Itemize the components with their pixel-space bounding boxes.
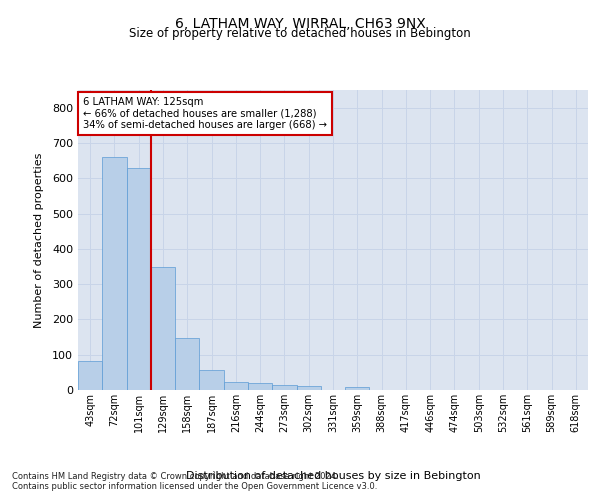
Bar bbox=[199, 370, 224, 390]
Y-axis label: Number of detached properties: Number of detached properties bbox=[34, 152, 44, 328]
Bar bbox=[175, 338, 199, 390]
Text: 6 LATHAM WAY: 125sqm
← 66% of detached houses are smaller (1,288)
34% of semi-de: 6 LATHAM WAY: 125sqm ← 66% of detached h… bbox=[83, 97, 327, 130]
Text: Size of property relative to detached houses in Bebington: Size of property relative to detached ho… bbox=[129, 28, 471, 40]
Text: Contains HM Land Registry data © Crown copyright and database right 2024.: Contains HM Land Registry data © Crown c… bbox=[12, 472, 338, 481]
Bar bbox=[78, 360, 102, 390]
Bar bbox=[272, 384, 296, 390]
Bar bbox=[102, 157, 127, 390]
Bar bbox=[345, 387, 370, 390]
Bar bbox=[248, 383, 272, 390]
Bar bbox=[296, 386, 321, 390]
Bar bbox=[127, 168, 151, 390]
Text: 6, LATHAM WAY, WIRRAL, CH63 9NX: 6, LATHAM WAY, WIRRAL, CH63 9NX bbox=[175, 18, 425, 32]
Text: Contains public sector information licensed under the Open Government Licence v3: Contains public sector information licen… bbox=[12, 482, 377, 491]
Bar bbox=[151, 267, 175, 390]
X-axis label: Distribution of detached houses by size in Bebington: Distribution of detached houses by size … bbox=[185, 471, 481, 481]
Bar bbox=[224, 382, 248, 390]
